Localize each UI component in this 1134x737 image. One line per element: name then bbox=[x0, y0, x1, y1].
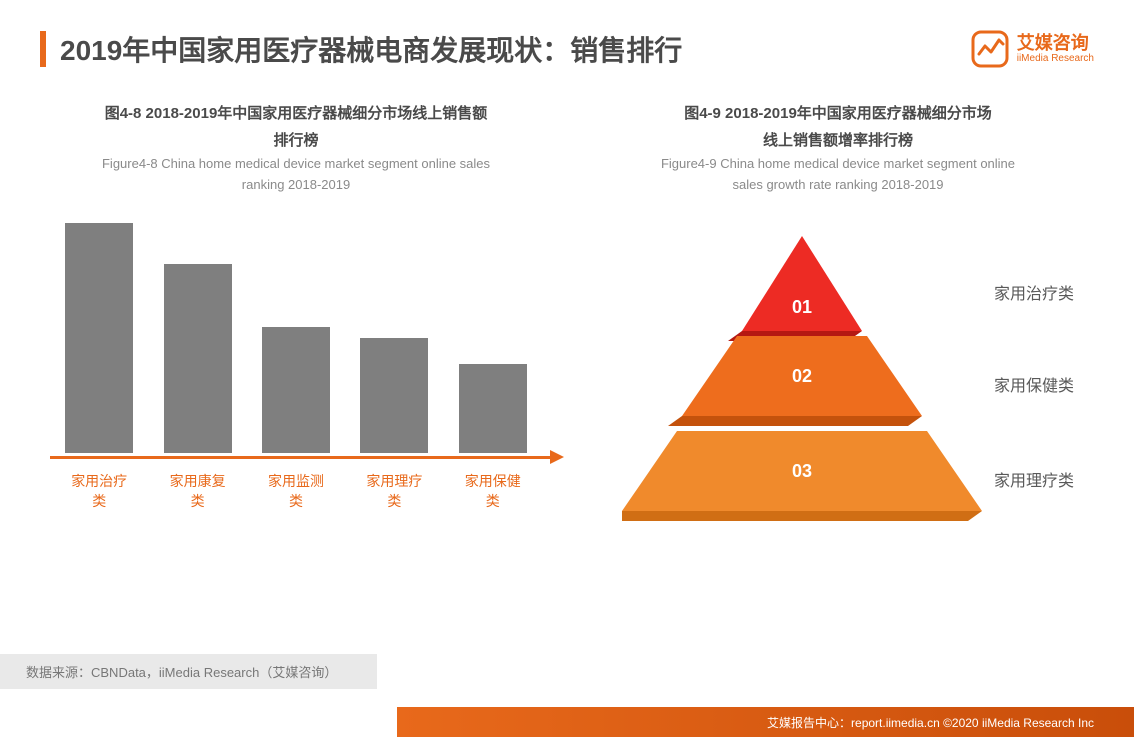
x-axis-arrow bbox=[50, 456, 552, 459]
logo-en: iiMedia Research bbox=[1017, 53, 1094, 64]
pyramid-level: 03 家用理疗类 bbox=[582, 431, 1094, 528]
pyramid-number: 03 bbox=[792, 461, 812, 482]
triangle-icon bbox=[622, 236, 982, 343]
left-title-en-1: Figure4-8 China home medical device mark… bbox=[40, 154, 552, 175]
data-source: 数据来源：CBNData，iiMedia Research（艾媒咨询） bbox=[0, 654, 377, 689]
content-area: 图4-8 2018-2019年中国家用医疗器械细分市场线上销售额 排行榜 Fig… bbox=[0, 70, 1134, 526]
right-title-cn-2: 线上销售额增率排行榜 bbox=[582, 127, 1094, 154]
x-label: 家用康复类 bbox=[164, 471, 232, 511]
accent-bar bbox=[40, 31, 46, 67]
header: 2019年中国家用医疗器械电商发展现状：销售排行 艾媒咨询 iiMedia Re… bbox=[0, 0, 1134, 70]
bar bbox=[65, 223, 133, 453]
right-panel: 图4-9 2018-2019年中国家用医疗器械细分市场 线上销售额增率排行榜 F… bbox=[582, 100, 1094, 526]
right-title-cn-1: 图4-9 2018-2019年中国家用医疗器械细分市场 bbox=[582, 100, 1094, 127]
logo-cn: 艾媒咨询 bbox=[1017, 34, 1094, 54]
pyramid-shape: 01 bbox=[622, 236, 982, 348]
x-label: 家用保健类 bbox=[459, 471, 527, 511]
bar bbox=[164, 264, 232, 452]
pyramid-shape: 03 bbox=[622, 431, 982, 528]
page-title: 2019年中国家用医疗器械电商发展现状：销售排行 bbox=[60, 29, 969, 69]
x-labels: 家用治疗类家用康复类家用监测类家用理疗类家用保健类 bbox=[40, 459, 552, 511]
pyramid-chart: 01 家用治疗类 02 家用保健类 03 家用理疗类 bbox=[582, 236, 1094, 526]
footer-bar: 艾媒报告中心：report.iimedia.cn ©2020 iiMedia R… bbox=[0, 707, 1134, 737]
bar bbox=[360, 338, 428, 453]
left-title-en-2: ranking 2018-2019 bbox=[40, 175, 552, 196]
x-label: 家用理疗类 bbox=[360, 471, 428, 511]
bar bbox=[262, 327, 330, 452]
bar-chart: 家用治疗类家用康复类家用监测类家用理疗类家用保健类 bbox=[40, 226, 552, 506]
bars-container bbox=[40, 226, 552, 456]
x-label: 家用监测类 bbox=[262, 471, 330, 511]
pyramid-level: 01 家用治疗类 bbox=[582, 236, 1094, 348]
footer-text: 艾媒报告中心：report.iimedia.cn ©2020 iiMedia R… bbox=[767, 714, 1094, 731]
logo-icon bbox=[969, 28, 1011, 70]
left-panel: 图4-8 2018-2019年中国家用医疗器械细分市场线上销售额 排行榜 Fig… bbox=[40, 100, 552, 526]
left-title-cn-1: 图4-8 2018-2019年中国家用医疗器械细分市场线上销售额 bbox=[40, 100, 552, 127]
brand-logo: 艾媒咨询 iiMedia Research bbox=[969, 28, 1094, 70]
pyramid-number: 02 bbox=[792, 366, 812, 387]
pyramid-label: 家用治疗类 bbox=[994, 280, 1074, 304]
pyramid-number: 01 bbox=[792, 297, 812, 318]
right-title: 图4-9 2018-2019年中国家用医疗器械细分市场 线上销售额增率排行榜 F… bbox=[582, 100, 1094, 196]
bar bbox=[459, 364, 527, 453]
x-label: 家用治疗类 bbox=[65, 471, 133, 511]
right-title-en-1: Figure4-9 China home medical device mark… bbox=[582, 154, 1094, 175]
pyramid-label: 家用保健类 bbox=[994, 372, 1074, 396]
logo-text: 艾媒咨询 iiMedia Research bbox=[1017, 34, 1094, 65]
left-title-cn-2: 排行榜 bbox=[40, 127, 552, 154]
pyramid-level: 02 家用保健类 bbox=[582, 336, 1094, 433]
right-title-en-2: sales growth rate ranking 2018-2019 bbox=[582, 175, 1094, 196]
pyramid-shape: 02 bbox=[622, 336, 982, 433]
pyramid-label: 家用理疗类 bbox=[994, 467, 1074, 491]
left-title: 图4-8 2018-2019年中国家用医疗器械细分市场线上销售额 排行榜 Fig… bbox=[40, 100, 552, 196]
